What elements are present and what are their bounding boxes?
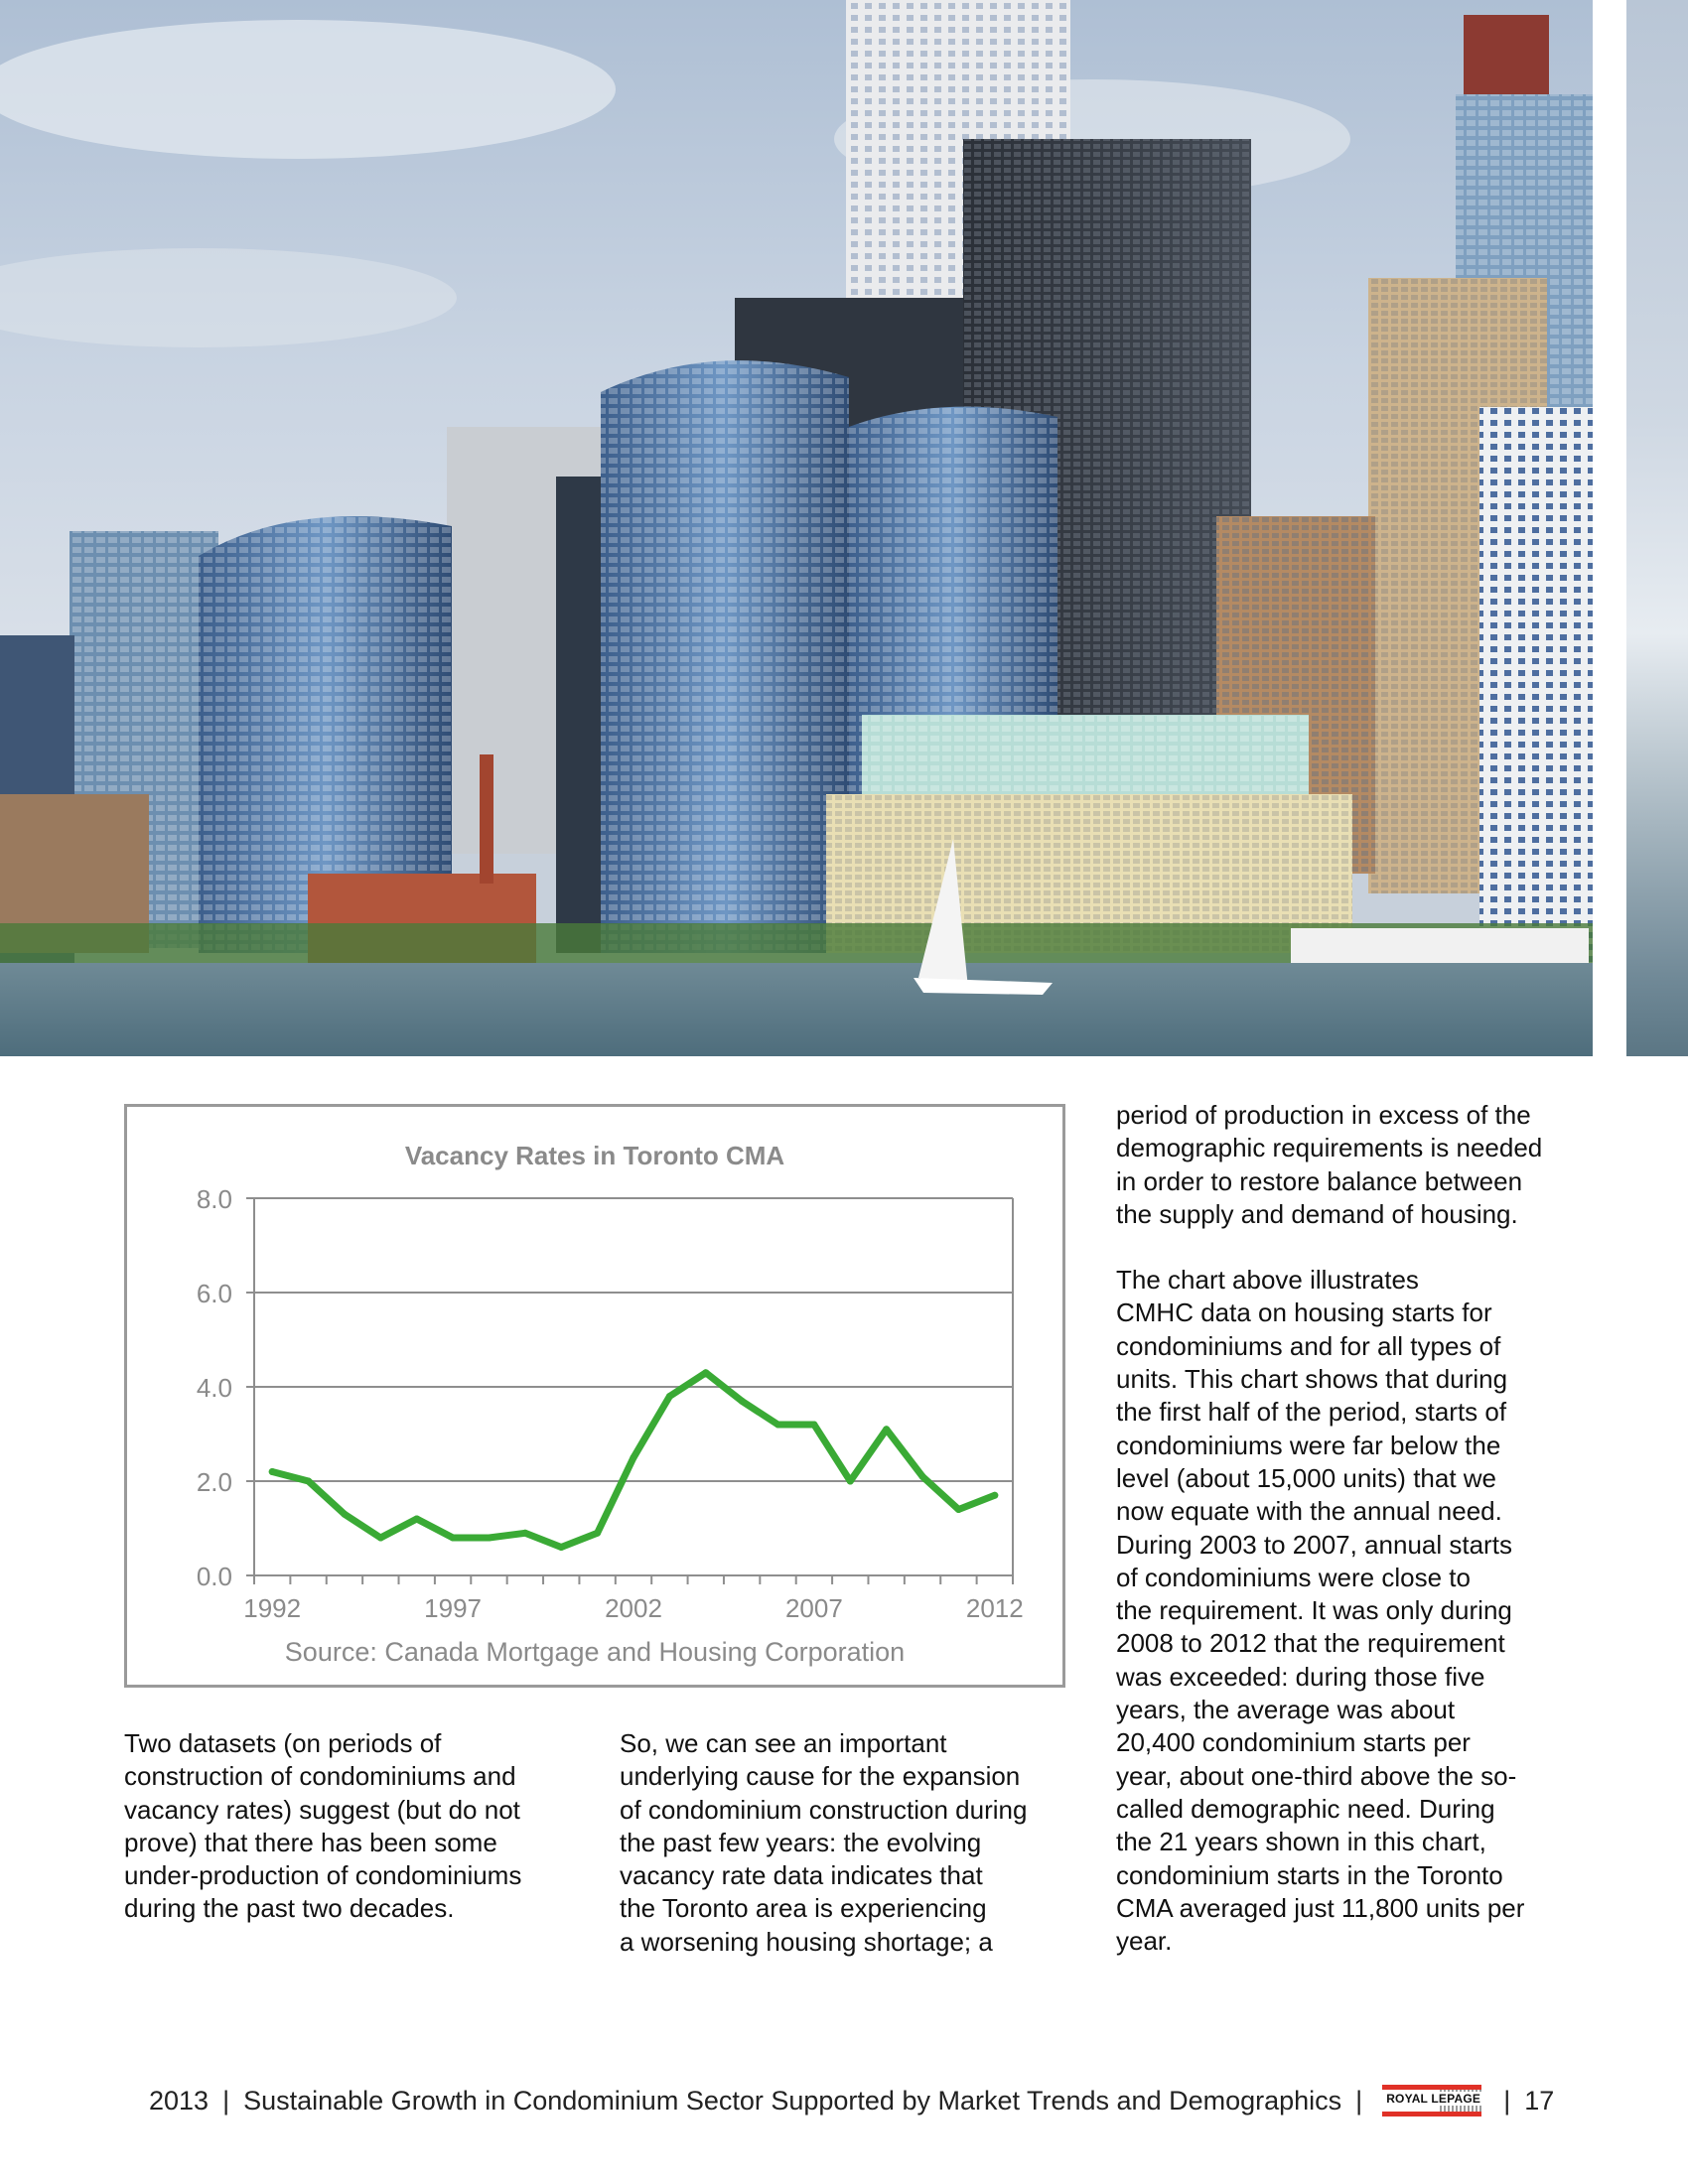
text-line: construction of condominiums and (124, 1761, 516, 1792)
text-line: condominium starts in the Toronto (1116, 1859, 1503, 1890)
data-point (991, 1491, 999, 1499)
text-line: condominiums were far below the (1116, 1430, 1501, 1460)
text-line: condominiums and for all types of (1116, 1330, 1501, 1361)
text-line: CMA averaged just 11,800 units per (1116, 1892, 1525, 1923)
y-tick-label: 0.0 (197, 1562, 232, 1591)
text-line: 20,400 condominium starts per (1116, 1727, 1471, 1758)
vacancy-rate-chart: Vacancy Rates in Toronto CMA 0.0 2.0 4.0 6.… (124, 1104, 1065, 1688)
chart-title: Vacancy Rates in Toronto CMA (404, 1141, 785, 1170)
y-tick-label: 2.0 (197, 1467, 232, 1497)
page-footer: 2013 | Sustainable Growth in Condominium… (149, 2083, 1554, 2118)
text-column-1: Two datasets (on periods of construction … (124, 1727, 561, 1926)
footer-year: 2013 (149, 2085, 210, 2116)
footer-separator: | (222, 2085, 230, 2116)
text-line: the past few years: the evolving (620, 1827, 982, 1857)
data-point (594, 1529, 602, 1537)
data-point (918, 1472, 926, 1480)
text-line: the supply and demand of housing. (1116, 1198, 1518, 1229)
data-point (665, 1393, 673, 1400)
data-point (305, 1477, 313, 1485)
data-point (630, 1453, 637, 1461)
y-tick-label: 8.0 (197, 1184, 232, 1214)
text-line: the 21 years shown in this chart, (1116, 1827, 1486, 1857)
text-line: demographic requirements is needed (1116, 1133, 1543, 1163)
data-point (810, 1421, 818, 1429)
x-tick-label: 1992 (243, 1593, 301, 1623)
text-line: year, about one-third above the so- (1116, 1760, 1517, 1791)
text-line: the Toronto area is experiencing (620, 1893, 987, 1924)
hero-photo (0, 0, 1593, 1056)
text-line: So, we can see an important (620, 1728, 947, 1758)
data-point (702, 1369, 710, 1377)
text-line: the requirement. It was only during (1116, 1595, 1512, 1626)
hero-divider (1593, 0, 1626, 1056)
data-point (846, 1477, 854, 1485)
text-line: units. This chart shows that during (1116, 1364, 1508, 1395)
x-tick-label: 2002 (605, 1593, 662, 1623)
text-line: years, the average was about (1116, 1695, 1456, 1725)
text-line: period of production in excess of the (1116, 1100, 1531, 1130)
footer-title: Sustainable Growth in Condominium Sector… (243, 2085, 1342, 2116)
text-line: 2008 to 2012 that the requirement (1116, 1628, 1505, 1659)
hero-photo-edge (1626, 0, 1688, 1056)
data-point (268, 1468, 276, 1475)
text-line: of condominium construction during (620, 1794, 1028, 1825)
column-3-paragraph-2: The chart above illustrates CMHC data on … (1116, 1264, 1583, 1958)
column-3-paragraph-1: period of production in excess of the dem… (1116, 1099, 1583, 1231)
x-tick-label: 2007 (785, 1593, 843, 1623)
data-point (738, 1397, 746, 1405)
footer-separator: | (1503, 2085, 1511, 2116)
text-line: now equate with the annual need. (1116, 1496, 1502, 1527)
data-point (413, 1515, 421, 1523)
x-tick-label: 2012 (966, 1593, 1024, 1623)
data-point (883, 1426, 891, 1433)
data-point (449, 1534, 457, 1542)
data-point (774, 1421, 782, 1429)
column-1-paragraph: Two datasets (on periods of construction … (124, 1727, 561, 1926)
text-line: level (about 15,000 units) that we (1116, 1462, 1497, 1493)
chart-plot: 0.0 2.0 4.0 6.0 8.0 1992 1997 2002 2007 2012 (197, 1184, 1024, 1623)
text-line: underlying cause for the expansion (620, 1761, 1021, 1792)
text-line: prove) that there has been some (124, 1827, 497, 1857)
text-line: a worsening housing shortage; a (620, 1926, 993, 1957)
text-line: The chart above illustrates (1116, 1265, 1419, 1296)
chart-source: Source: Canada Mortgage and Housing Corp… (284, 1637, 906, 1667)
text-line: year. (1116, 1926, 1173, 1957)
text-line: in order to restore balance between (1116, 1165, 1523, 1196)
text-line: the first half of the period, starts of (1116, 1397, 1507, 1428)
page-number: 17 (1524, 2085, 1555, 2116)
text-line: during the past two decades. (124, 1893, 455, 1924)
data-point (341, 1510, 349, 1518)
text-line: During 2003 to 2007, annual starts (1116, 1529, 1512, 1560)
text-column-3: period of production in excess of the dem… (1116, 1099, 1583, 1958)
data-point (557, 1544, 565, 1551)
data-point (954, 1506, 962, 1513)
text-line: under-production of condominiums (124, 1860, 522, 1891)
data-point (521, 1529, 529, 1537)
data-point (376, 1534, 384, 1542)
data-point (485, 1534, 492, 1542)
logo-text: ROYAL LEPAGE (1384, 2092, 1483, 2106)
x-tick-label: 1997 (424, 1593, 482, 1623)
text-line: vacancy rate data indicates that (620, 1860, 983, 1891)
text-column-2: So, we can see an important underlying ca… (620, 1727, 1056, 1959)
text-line: was exceeded: during those five (1116, 1661, 1485, 1692)
text-line: vacancy rates) suggest (but do not (124, 1794, 520, 1825)
footer-separator: | (1355, 2085, 1363, 2116)
city-skyline-photo (0, 0, 1593, 1056)
y-tick-label: 4.0 (197, 1373, 232, 1403)
text-line: CMHC data on housing starts for (1116, 1297, 1492, 1328)
text-line: called demographic need. During (1116, 1793, 1495, 1824)
text-line: Two datasets (on periods of (124, 1728, 442, 1758)
text-line: of condominiums were close to (1116, 1562, 1471, 1592)
royal-lepage-logo: ROYAL LEPAGE (1382, 2085, 1483, 2116)
column-2-paragraph: So, we can see an important underlying ca… (620, 1727, 1056, 1959)
y-tick-label: 6.0 (197, 1279, 232, 1308)
